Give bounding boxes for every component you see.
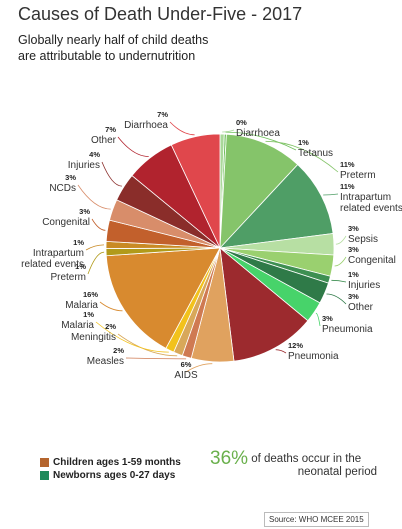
slice-percent-label: 4% (89, 150, 100, 159)
slice-name-label: Intrapartum (33, 248, 84, 259)
slice-name-label: Measles (87, 356, 124, 367)
leader-line (169, 121, 195, 136)
leader-line (275, 349, 287, 354)
leader-line (117, 136, 149, 157)
slice-name-label: Malaria (65, 300, 98, 311)
slice-name-label: Injuries (348, 280, 380, 291)
slice-name-label: Preterm (340, 170, 376, 181)
slice-name-label: Meningitis (71, 332, 116, 343)
slice-percent-label: 1% (348, 270, 359, 279)
slice-percent-label: 6% (181, 360, 192, 369)
leader-line (87, 251, 105, 275)
slice-percent-label: 1% (75, 262, 86, 271)
leader-line (222, 129, 235, 133)
slice-name-label: Injuries (68, 160, 100, 171)
slice-percent-label: 12% (288, 341, 303, 350)
slice-name-label: related events (340, 203, 402, 214)
slice-percent-label: 16% (83, 290, 98, 299)
leader-line (117, 333, 178, 357)
leader-line (334, 256, 347, 267)
slice-name-label: Congenital (42, 217, 90, 228)
leader-line (85, 244, 105, 251)
leader-line (315, 312, 321, 327)
slice-name-label: Pneumonia (322, 324, 373, 335)
legend: Children ages 1-59 months Newborns ages … (40, 456, 181, 482)
slice-name-label: NCDs (49, 183, 76, 194)
slice-name-label: Intrapartum (340, 192, 391, 203)
legend-swatch-newborns (40, 471, 49, 480)
slice-percent-label: 0% (236, 118, 247, 127)
leader-line (326, 293, 347, 305)
source-note: Source: WHO MCEE 2015 (264, 512, 369, 527)
pie-chart: 0%Diarrhoea1%Tetanus11%Preterm11%Intrapa… (21, 110, 402, 381)
pie-slice-child-diarrhoea (170, 133, 221, 249)
slice-percent-label: 3% (65, 173, 76, 182)
leader-line (323, 193, 339, 196)
pie-slice-newborn-preterm (219, 133, 299, 250)
slice-name-label: related events (21, 259, 84, 270)
pie-slices (105, 133, 335, 363)
slice-percent-label: 7% (157, 110, 168, 119)
legend-label-newborns: Newborns ages 0-27 days (53, 470, 176, 481)
legend-item-children: Children ages 1-59 months (40, 456, 181, 469)
neonatal-percent: 36% (210, 448, 249, 469)
chart-title: Causes of Death Under-Five - 2017 (18, 4, 303, 24)
slice-name-label: Other (348, 302, 374, 313)
slice-percent-label: 11% (340, 160, 355, 169)
leader-line (99, 301, 123, 312)
pie-leader-lines (77, 121, 347, 373)
slice-percent-label: 1% (73, 238, 84, 247)
slice-name-label: Diarrhoea (124, 120, 168, 131)
legend-item-newborns: Newborns ages 0-27 days (40, 469, 181, 482)
leader-line (101, 161, 122, 187)
slice-percent-label: 7% (105, 125, 116, 134)
chart-subtitle: Globally nearly half of child deaths are… (18, 32, 278, 64)
slice-name-label: Other (91, 135, 117, 146)
slice-name-label: Preterm (50, 272, 86, 283)
slice-percent-label: 11% (340, 182, 355, 191)
slice-percent-label: 3% (322, 314, 333, 323)
leader-line (265, 140, 339, 173)
leader-line (185, 363, 213, 373)
slice-name-label: Malaria (61, 320, 94, 331)
slice-name-label: Diarrhoea (236, 128, 280, 139)
slice-name-label: Sepsis (348, 234, 378, 245)
slice-name-label: Congenital (348, 255, 396, 266)
pie-slice-newborn-intrapartum-related-events (218, 164, 334, 249)
leader-line (331, 279, 347, 283)
subtitle-line-1: Globally nearly half of child deaths (18, 33, 209, 47)
pie-slice-child-malaria (105, 247, 221, 349)
slice-percent-label: 2% (113, 346, 124, 355)
neonatal-text-line-1: of deaths occur in the (251, 453, 362, 465)
legend-swatch-children (40, 458, 49, 467)
legend-label-children: Children ages 1-59 months (53, 457, 181, 468)
slice-percent-label: 2% (105, 322, 116, 331)
neonatal-text-line-2: neonatal period (297, 466, 377, 478)
slice-name-label: AIDS (174, 370, 198, 381)
leader-line (91, 218, 106, 231)
slice-name-label: Pneumonia (288, 351, 339, 362)
leader-line (125, 357, 187, 360)
leader-line (95, 321, 169, 353)
slice-percent-label: 3% (348, 224, 359, 233)
leader-line (335, 235, 347, 245)
slice-name-label: Tetanus (298, 148, 333, 159)
pie-labels: 0%Diarrhoea1%Tetanus11%Preterm11%Intrapa… (21, 110, 402, 381)
slice-percent-label: 1% (83, 310, 94, 319)
leader-line (225, 131, 297, 151)
leader-line (77, 184, 111, 210)
neonatal-note: 36% of deaths occur in the neonatal peri… (210, 449, 385, 479)
subtitle-line-2: are attributable to undernutrition (18, 49, 196, 63)
slice-percent-label: 1% (298, 138, 309, 147)
slice-percent-label: 3% (348, 245, 359, 254)
slice-percent-label: 3% (79, 207, 90, 216)
slice-percent-label: 3% (348, 292, 359, 301)
pie-slice-child-pneumonia (219, 247, 309, 362)
